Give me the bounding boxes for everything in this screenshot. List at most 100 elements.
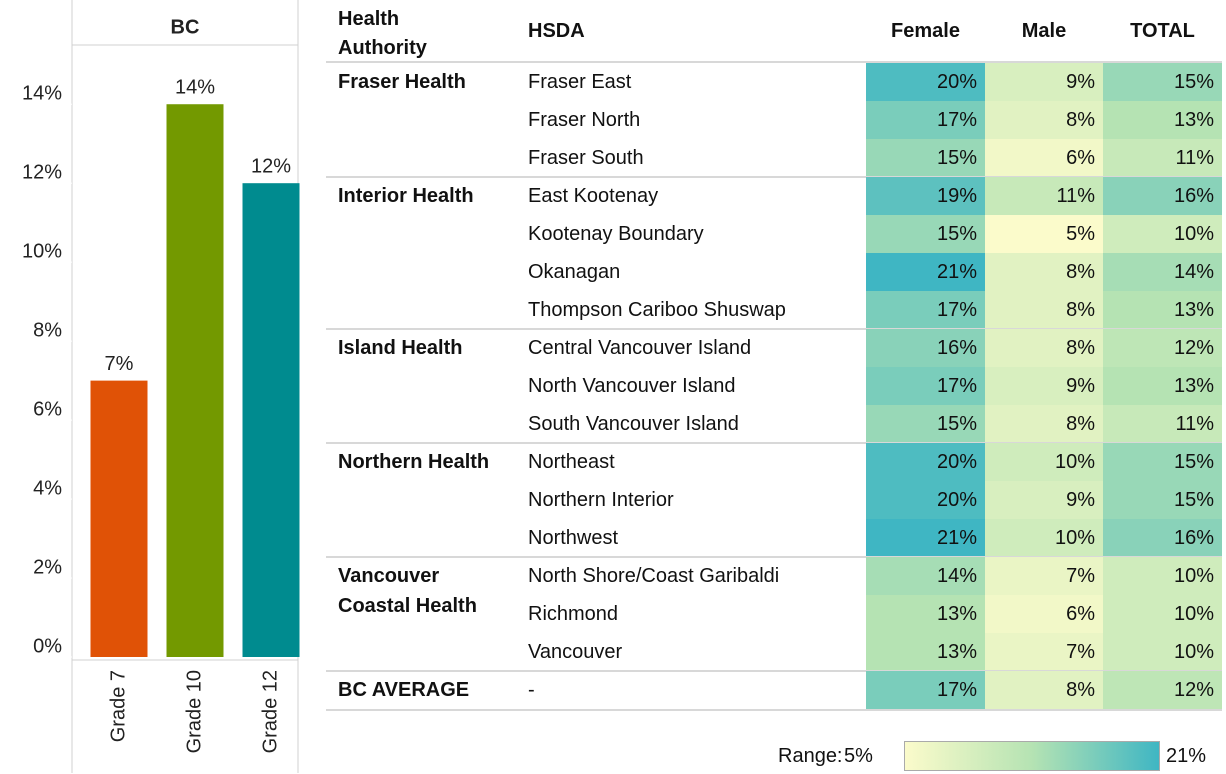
heat-cell: 11% xyxy=(1103,139,1222,177)
chart-title: BC xyxy=(171,16,200,38)
heat-cell: 8% xyxy=(985,329,1103,367)
hsda: - xyxy=(528,679,535,701)
heat-cell: 6% xyxy=(985,139,1103,177)
health-authority: Fraser Health xyxy=(338,71,466,93)
heat-cell: 6% xyxy=(985,595,1103,633)
hsda: South Vancouver Island xyxy=(528,413,739,435)
hsda: Northwest xyxy=(528,527,619,549)
heat-cell: 19% xyxy=(866,177,985,215)
group-separator xyxy=(326,442,1222,444)
heat-cell: 13% xyxy=(1103,367,1222,405)
heat-cell: 13% xyxy=(1103,101,1222,139)
heat-cell: 20% xyxy=(866,63,985,101)
heat-cell: 15% xyxy=(1103,63,1222,101)
hsda: Richmond xyxy=(528,603,619,625)
health-authority: Interior Health xyxy=(338,185,474,207)
y-tick-label: 8% xyxy=(33,319,62,341)
health-authority: Island Health xyxy=(338,337,463,359)
health-authority: Northern Health xyxy=(338,451,490,473)
heat-cell: 9% xyxy=(985,63,1103,101)
header-line xyxy=(326,61,1222,63)
y-tick-label: 4% xyxy=(33,477,62,499)
group-separator xyxy=(326,556,1222,558)
hsda: East Kootenay xyxy=(528,185,659,207)
heat-cell: 16% xyxy=(1103,519,1222,557)
heat-cell: 8% xyxy=(985,253,1103,291)
heat-cell: 17% xyxy=(866,671,985,709)
hsda: Vancouver xyxy=(528,641,623,663)
heat-cell: 11% xyxy=(1103,405,1222,443)
hsda: Kootenay Boundary xyxy=(528,223,704,245)
heat-cell: 16% xyxy=(866,329,985,367)
value-label: 14% xyxy=(175,77,215,99)
y-tick-label: 6% xyxy=(33,398,62,420)
hsda: Okanagan xyxy=(528,261,621,283)
x-tick-label: Grade 12 xyxy=(259,670,281,753)
value-label: 12% xyxy=(251,155,291,177)
heat-cell: 10% xyxy=(1103,557,1222,595)
heat-cell: 14% xyxy=(866,557,985,595)
y-tick-label: 0% xyxy=(33,635,62,657)
hsda: Northeast xyxy=(528,451,615,473)
column-header: Female xyxy=(891,20,960,42)
column-header: HSDA xyxy=(528,20,585,42)
heat-cell: 8% xyxy=(985,671,1103,709)
heat-cell: 8% xyxy=(985,101,1103,139)
x-tick-label: Grade 10 xyxy=(183,670,205,753)
heat-cell: 16% xyxy=(1103,177,1222,215)
y-tick-label: 10% xyxy=(22,240,62,262)
heat-cell: 15% xyxy=(866,215,985,253)
y-tick-label: 12% xyxy=(22,161,62,183)
column-header: Health Authority xyxy=(338,8,427,59)
hsda: Fraser North xyxy=(528,109,641,131)
hsda: Northern Interior xyxy=(528,489,674,511)
heat-cell: 20% xyxy=(866,443,985,481)
heat-cell: 7% xyxy=(985,557,1103,595)
heat-cell: 21% xyxy=(866,253,985,291)
health-authority: BC AVERAGE xyxy=(338,679,470,701)
heat-cell: 15% xyxy=(1103,481,1222,519)
heat-cell: 7% xyxy=(985,633,1103,671)
heat-cell: 15% xyxy=(1103,443,1222,481)
hsda: Fraser South xyxy=(528,147,644,169)
heat-cell: 9% xyxy=(985,367,1103,405)
table-bottom xyxy=(326,709,1222,711)
heat-cell: 12% xyxy=(1103,671,1222,709)
range-gradient xyxy=(904,741,1160,771)
x-tick-label: Grade 7 xyxy=(107,670,129,742)
range-max: 21% xyxy=(1166,745,1207,767)
heat-cell: 10% xyxy=(985,519,1103,557)
heat-cell: 5% xyxy=(985,215,1103,253)
heat-cell: 10% xyxy=(1103,595,1222,633)
group-separator xyxy=(326,328,1222,330)
range-min: 5% xyxy=(844,745,873,767)
heat-cell: 12% xyxy=(1103,329,1222,367)
heat-cell: 15% xyxy=(866,139,985,177)
heat-cell: 14% xyxy=(1103,253,1222,291)
heat-cell: 15% xyxy=(866,405,985,443)
bar xyxy=(242,183,300,657)
heat-cell: 17% xyxy=(866,367,985,405)
value-label: 7% xyxy=(105,353,134,375)
group-separator xyxy=(326,176,1222,178)
hsda: Central Vancouver Island xyxy=(528,337,752,359)
y-tick-label: 14% xyxy=(22,83,62,105)
bar-chart: BC 0% 2% 4% 6% 8% 10% 12% 14% 7% Grade 7 14% Grade … xyxy=(22,0,300,773)
heat-cell: 11% xyxy=(985,177,1103,215)
heat-cell: 13% xyxy=(1103,291,1222,329)
hsda: Thompson Cariboo Shuswap xyxy=(528,299,786,321)
column-header: TOTAL xyxy=(1130,20,1195,42)
range-label: Range: xyxy=(778,745,843,767)
heat-cell: 13% xyxy=(866,633,985,671)
heat-cell: 8% xyxy=(985,405,1103,443)
heat-cell: 9% xyxy=(985,481,1103,519)
heat-cell: 10% xyxy=(1103,633,1222,671)
heat-cell: 10% xyxy=(1103,215,1222,253)
column-header: Male xyxy=(1021,20,1067,42)
hsda: North Vancouver Island xyxy=(528,375,736,397)
y-tick-label: 2% xyxy=(33,556,62,578)
health-authority: Vancouver Coastal Health xyxy=(338,565,477,617)
heat-cell: 10% xyxy=(985,443,1103,481)
group-separator xyxy=(326,670,1222,672)
